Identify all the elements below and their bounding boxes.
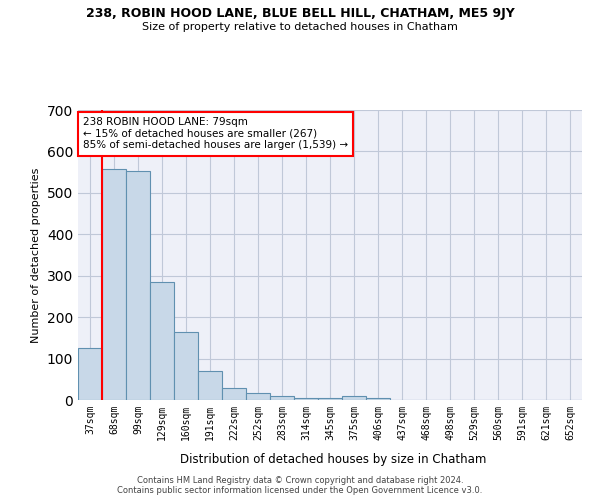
Bar (366, 398, 390, 400)
Bar (102, 169, 126, 400)
Y-axis label: Number of detached properties: Number of detached properties (31, 168, 41, 342)
Bar (318, 398, 342, 400)
Bar (294, 398, 318, 400)
Bar (222, 388, 246, 400)
Text: 238, ROBIN HOOD LANE, BLUE BELL HILL, CHATHAM, ME5 9JY: 238, ROBIN HOOD LANE, BLUE BELL HILL, CH… (86, 8, 514, 20)
Bar (246, 392, 270, 400)
Text: 238 ROBIN HOOD LANE: 79sqm
← 15% of detached houses are smaller (267)
85% of sem: 238 ROBIN HOOD LANE: 79sqm ← 15% of deta… (83, 117, 348, 150)
Bar (78, 348, 102, 400)
Text: Distribution of detached houses by size in Chatham: Distribution of detached houses by size … (180, 452, 486, 466)
Bar (126, 171, 150, 400)
Bar (150, 282, 174, 400)
Bar (342, 396, 366, 400)
Bar (270, 396, 294, 400)
Bar (174, 332, 198, 400)
Text: Size of property relative to detached houses in Chatham: Size of property relative to detached ho… (142, 22, 458, 32)
Bar (198, 371, 222, 400)
Text: Contains HM Land Registry data © Crown copyright and database right 2024.
Contai: Contains HM Land Registry data © Crown c… (118, 476, 482, 495)
